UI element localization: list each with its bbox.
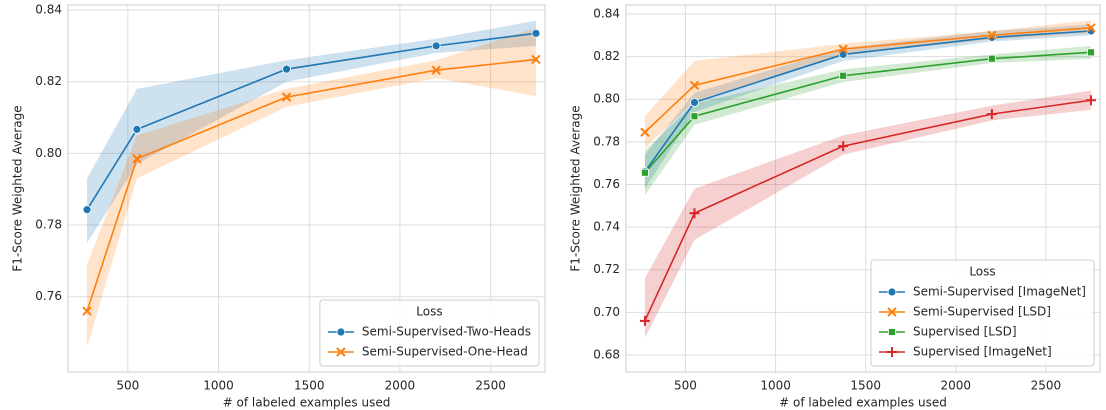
marker bbox=[531, 28, 541, 38]
marker bbox=[639, 315, 650, 326]
x-axis-label: # of labeled examples used bbox=[779, 396, 947, 410]
legend-label: Semi-Supervised-Two-Heads bbox=[362, 325, 531, 339]
marker bbox=[690, 112, 699, 121]
x-tick-label: 1500 bbox=[294, 379, 325, 393]
legend-label: Supervised [ImageNet] bbox=[913, 345, 1052, 359]
y-axis-label: F1-Score Weighted Average bbox=[569, 105, 583, 271]
marker bbox=[641, 168, 649, 177]
marker bbox=[1086, 23, 1096, 33]
x-axis-label: # of labeled examples used bbox=[223, 396, 391, 410]
marker bbox=[431, 65, 441, 75]
marker bbox=[431, 41, 441, 51]
marker bbox=[336, 327, 346, 337]
marker bbox=[887, 287, 897, 297]
marker bbox=[838, 141, 849, 152]
marker bbox=[132, 154, 142, 164]
x-tick-label: 2500 bbox=[475, 379, 506, 393]
x-tick-label: 2000 bbox=[385, 379, 416, 393]
x-tick-label: 2500 bbox=[1031, 379, 1062, 393]
y-tick-label: 0.84 bbox=[593, 6, 620, 20]
marker bbox=[690, 97, 699, 107]
y-tick-label: 0.82 bbox=[593, 49, 620, 63]
marker bbox=[82, 205, 92, 215]
y-tick-label: 0.80 bbox=[593, 92, 620, 106]
confidence-band bbox=[644, 45, 1091, 196]
marker bbox=[132, 124, 142, 134]
marker bbox=[336, 347, 346, 357]
marker bbox=[82, 306, 92, 316]
x-tick-label: 500 bbox=[674, 379, 697, 393]
legend-box bbox=[870, 259, 1095, 367]
legend-label: Semi-Supervised [ImageNet] bbox=[913, 285, 1086, 299]
marker bbox=[640, 127, 650, 137]
y-tick-label: 0.76 bbox=[593, 177, 620, 191]
marker bbox=[1087, 48, 1095, 57]
y-tick-label: 0.70 bbox=[593, 305, 620, 319]
legend-title: Loss bbox=[416, 305, 442, 319]
x-tick-label: 1000 bbox=[760, 379, 791, 393]
x-tick-label: 1500 bbox=[850, 379, 881, 393]
legend-label: Supervised [LSD] bbox=[913, 325, 1017, 339]
marker bbox=[987, 30, 997, 40]
y-tick-label: 0.84 bbox=[35, 3, 62, 17]
legend: Loss Semi-Supervised [ImageNet] Semi-Super… bbox=[870, 259, 1095, 367]
marker bbox=[838, 44, 848, 54]
confidence-band bbox=[644, 24, 1091, 189]
marker bbox=[886, 347, 897, 357]
marker bbox=[531, 54, 541, 65]
marker bbox=[888, 328, 896, 336]
marker bbox=[986, 109, 997, 120]
y-tick-label: 0.74 bbox=[593, 220, 620, 234]
plot-frame bbox=[67, 4, 546, 373]
y-tick-label: 0.78 bbox=[35, 218, 62, 232]
y-tick-label: 0.80 bbox=[35, 146, 62, 160]
marker bbox=[887, 307, 897, 317]
marker bbox=[282, 64, 291, 74]
marker bbox=[281, 92, 292, 102]
legend-box bbox=[319, 299, 540, 367]
marker bbox=[689, 80, 700, 91]
marker bbox=[1085, 95, 1096, 106]
y-tick-label: 0.72 bbox=[593, 262, 620, 276]
y-axis-label: F1-Score Weighted Average bbox=[11, 105, 25, 271]
legend: Loss Semi-Supervised-Two-Heads Semi-Superv… bbox=[319, 299, 540, 367]
y-tick-label: 0.68 bbox=[593, 347, 620, 361]
marker bbox=[689, 208, 700, 219]
y-tick-label: 0.82 bbox=[35, 74, 62, 88]
x-tick-label: 500 bbox=[116, 379, 139, 393]
marker bbox=[839, 71, 848, 80]
plot-frame bbox=[625, 4, 1101, 373]
legend-label: Semi-Supervised [LSD] bbox=[913, 305, 1051, 319]
legend-title: Loss bbox=[969, 265, 995, 279]
x-tick-label: 1000 bbox=[203, 379, 234, 393]
confidence-band bbox=[87, 27, 536, 347]
x-tick-label: 2000 bbox=[941, 379, 972, 393]
y-tick-label: 0.78 bbox=[593, 134, 620, 148]
marker bbox=[987, 54, 996, 63]
legend-label: Semi-Supervised-One-Head bbox=[362, 345, 528, 359]
y-tick-label: 0.76 bbox=[35, 289, 62, 303]
